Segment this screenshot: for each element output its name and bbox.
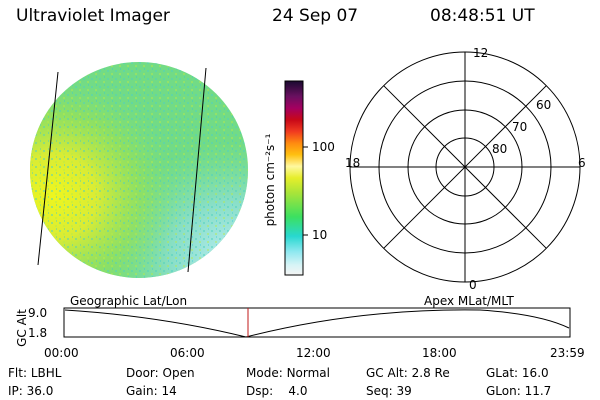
- colorbar: [284, 80, 308, 276]
- timeline-y-axis-label: GC Alt: [15, 309, 29, 347]
- timeline-y-tick-max: 9.0: [28, 306, 48, 320]
- timeline-left-title: Geographic Lat/Lon: [70, 294, 188, 308]
- status-mode: Mode: Normal: [246, 366, 330, 380]
- status-dsp: Dsp: 4.0: [246, 384, 308, 398]
- lat-label-60: 60: [536, 98, 552, 112]
- status-glon: GLon: 11.7: [486, 384, 552, 398]
- status-filter: Flt: LBHL: [8, 366, 62, 380]
- uv-disk-image: [30, 62, 248, 278]
- polar-mlt-plot: [349, 51, 581, 283]
- status-glat: GLat: 16.0: [486, 366, 549, 380]
- status-gain: Gain: 14: [126, 384, 177, 398]
- timeline-right-title: Apex MLat/MLT: [424, 294, 514, 308]
- colorbar-unit-label: photon cm⁻²s⁻¹: [263, 133, 277, 227]
- status-ip: IP: 36.0: [8, 384, 54, 398]
- timeline-x-tick-1200: 12:00: [296, 346, 331, 360]
- mlt-label-6: 6: [578, 156, 586, 170]
- altitude-curve: [64, 309, 570, 338]
- orbit-timeline-plot: [63, 307, 571, 338]
- mlt-label-18: 18: [345, 156, 361, 170]
- colorbar-tick-100: 100: [312, 140, 335, 154]
- geo-longitude-line: [37, 71, 59, 266]
- timeline-y-tick-min: 1.8: [28, 326, 48, 340]
- lat-label-70: 70: [512, 120, 528, 134]
- time-label: 08:48:51 UT: [430, 6, 535, 26]
- geo-longitude-line: [187, 67, 207, 273]
- status-door: Door: Open: [126, 366, 195, 380]
- status-gc-alt: GC Alt: 2.8 Re: [366, 366, 450, 380]
- mlt-label-12: 12: [473, 46, 489, 60]
- mlt-label-0: 0: [469, 278, 477, 292]
- lat-label-80: 80: [492, 142, 508, 156]
- date-label: 24 Sep 07: [272, 6, 359, 26]
- colorbar-tick-10: 10: [312, 228, 328, 242]
- status-seq: Seq: 39: [366, 384, 412, 398]
- instrument-title: Ultraviolet Imager: [16, 6, 170, 26]
- timeline-x-tick-1800: 18:00: [422, 346, 457, 360]
- timeline-x-tick-0600: 06:00: [170, 346, 205, 360]
- timeline-x-tick-0000: 00:00: [44, 346, 79, 360]
- timeline-x-tick-2359: 23:59: [550, 346, 585, 360]
